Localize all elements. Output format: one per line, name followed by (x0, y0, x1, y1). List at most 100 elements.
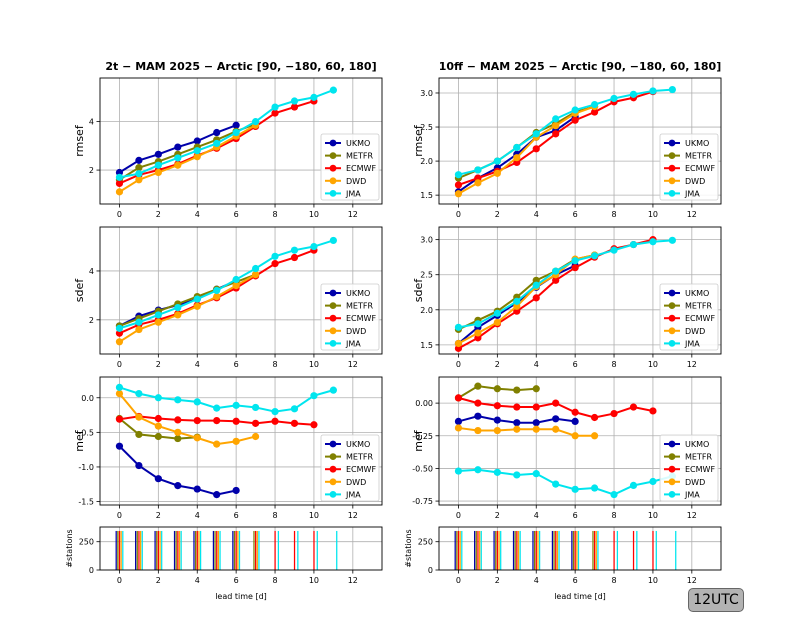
bar-metfr (514, 530, 516, 570)
bar-jma (538, 530, 541, 570)
point-dwd (474, 329, 482, 337)
y-tick-label: 3.0 (420, 236, 433, 245)
bar-ecmwf (457, 530, 460, 570)
y-tick-label: 250 (418, 538, 433, 547)
point-dwd (454, 339, 463, 348)
legend-swatch-marker (668, 314, 676, 322)
legend-swatch-marker (668, 453, 676, 460)
x-tick-label: 2 (156, 360, 161, 369)
y-tick-label: 0.00 (415, 399, 433, 408)
legend-label: DWD (346, 327, 366, 336)
x-tick-label: 0 (117, 360, 122, 369)
x-tick-label: 10 (309, 511, 319, 520)
point-jma (532, 470, 540, 478)
point-ecmwf (454, 181, 463, 189)
point-jma (193, 147, 201, 155)
bar-jma (577, 530, 580, 570)
series-line-jma (458, 468, 673, 496)
x-tick-label: 8 (272, 511, 277, 520)
point-jma (649, 477, 657, 486)
point-dwd (493, 169, 501, 177)
legend-label: DWD (685, 478, 705, 487)
y-tick-label: 0 (428, 566, 433, 575)
legend-label: DWD (685, 327, 705, 336)
legend-swatch-marker (329, 465, 337, 473)
point-dwd (213, 440, 221, 448)
point-ecmwf (590, 108, 599, 116)
point-dwd (454, 190, 463, 198)
point-jma (310, 242, 318, 251)
point-jma (154, 311, 162, 319)
x-tick-label: 10 (648, 210, 658, 219)
x-tick-label: 0 (456, 360, 461, 369)
bar-metfr (214, 530, 216, 570)
bar-ecmwf (235, 530, 237, 570)
y-tick-label: 2 (89, 166, 94, 175)
legend-swatch-marker (668, 327, 676, 335)
legend: UKMO METFR ECMWF DWD JMA (320, 133, 380, 201)
bar-jma (316, 530, 318, 570)
bar-dwd (178, 530, 181, 570)
legend-label: METFR (346, 152, 373, 161)
legend-swatch-marker (668, 152, 676, 160)
x-tick-label: 8 (272, 210, 277, 219)
point-jma (493, 157, 501, 165)
x-tick-label: 4 (534, 511, 539, 520)
point-ukmo (154, 150, 162, 158)
legend-swatch-marker (329, 289, 337, 297)
point-jma (590, 252, 599, 260)
axes-frame (99, 526, 383, 571)
point-ukmo (474, 412, 482, 420)
legend-swatch-marker (668, 340, 676, 347)
axes-frame (438, 376, 722, 506)
bar-ukmo (135, 530, 137, 570)
point-jma (571, 485, 579, 493)
legend-swatch-marker (329, 177, 337, 185)
legend-label: METFR (685, 302, 712, 311)
chart-panel-5: 0 2 4 6 8 10 12 -0.75 -0.50 -0.25 0.00 mef UKMO METFR… (412, 376, 722, 520)
point-jma (454, 323, 463, 331)
legend-swatch-marker (329, 491, 337, 498)
bar-ecmwf (157, 530, 160, 570)
bar-dwd (537, 530, 539, 570)
point-ecmwf (532, 145, 540, 153)
x-tick-label: 10 (309, 576, 319, 585)
legend-label: UKMO (685, 289, 709, 298)
point-jma (115, 173, 124, 181)
bar-dwd (517, 530, 520, 570)
bar-metfr (495, 530, 497, 570)
time-badge: 12UTC (688, 588, 744, 612)
point-jma (135, 318, 143, 326)
point-jma (213, 404, 221, 412)
bar-metfr (592, 530, 594, 570)
y-tick-label: 2 (89, 316, 94, 325)
point-ecmwf (513, 403, 521, 411)
y-tick-label: 1.5 (420, 341, 433, 350)
point-dwd (251, 271, 260, 279)
point-jma (271, 407, 279, 416)
x-tick-label: 0 (456, 576, 461, 585)
point-metfr (135, 164, 143, 172)
x-axis-label: lead time [d] (215, 592, 267, 601)
point-jma (154, 161, 162, 169)
point-ecmwf (290, 103, 299, 111)
point-ecmwf (474, 399, 482, 407)
point-ukmo (213, 128, 221, 137)
x-tick-label: 0 (117, 210, 122, 219)
bar-dwd (159, 530, 161, 570)
point-ukmo (213, 491, 221, 499)
point-metfr (154, 432, 162, 441)
point-dwd (193, 302, 201, 310)
y-axis-label: rmsef (412, 124, 425, 157)
legend-box (659, 133, 719, 201)
point-jma (115, 324, 124, 332)
legend: UKMO METFR ECMWF DWD JMA (659, 133, 719, 201)
point-jma (329, 386, 337, 394)
bar-ecmwf (574, 530, 576, 570)
y-tick-label: -1.5 (78, 498, 94, 507)
point-ukmo (135, 461, 143, 470)
point-jma (290, 246, 299, 254)
legend-label: UKMO (685, 139, 709, 148)
bar-dwd (498, 530, 500, 570)
